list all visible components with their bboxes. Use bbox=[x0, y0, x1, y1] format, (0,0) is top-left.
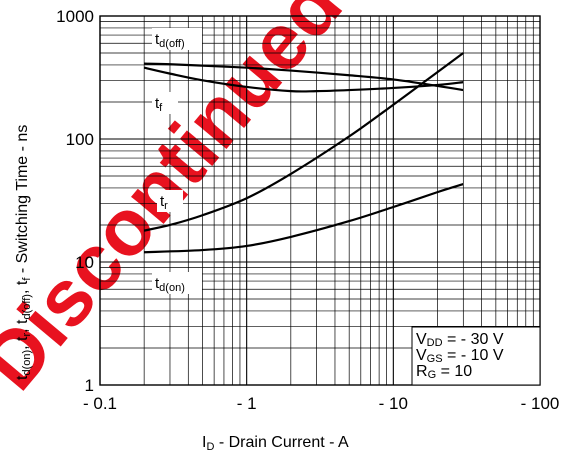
y-tick-label: 10 bbox=[75, 253, 94, 272]
series-label: tf bbox=[155, 95, 163, 114]
x-tick-label: - 0.1 bbox=[83, 394, 117, 413]
series-label: td(on) bbox=[155, 275, 185, 294]
x-tick-label: - 10 bbox=[379, 394, 408, 413]
series-label: tr bbox=[160, 193, 168, 212]
tick-labels: - 0.1 - 1 - 10 - 100 1 10 100 1000 bbox=[56, 7, 559, 413]
series-line-tr bbox=[143, 52, 464, 232]
plot-frame bbox=[99, 15, 541, 386]
series-label: td(off) bbox=[155, 31, 185, 50]
condition-row: VDD = - 30 V bbox=[416, 331, 504, 349]
series-label-bg bbox=[152, 272, 202, 294]
x-axis-title: ID - Drain Current - A bbox=[202, 434, 349, 453]
y-tick-label: 1000 bbox=[56, 7, 94, 26]
series-label-bg bbox=[152, 92, 178, 114]
series-label-bg bbox=[152, 28, 202, 50]
x-tick-label: - 100 bbox=[521, 394, 560, 413]
y-tick-label: 100 bbox=[66, 130, 94, 149]
y-tick-label: 1 bbox=[85, 376, 94, 395]
conditions-box bbox=[411, 326, 541, 386]
series-line-td(on) bbox=[144, 183, 464, 254]
x-tick-label: - 1 bbox=[237, 394, 257, 413]
series-line-td(off) bbox=[144, 62, 464, 92]
condition-row: VGS = - 10 V bbox=[416, 347, 504, 365]
condition-row: RG = 10 bbox=[416, 363, 472, 381]
curve-labels: td(off) tf tr td(on) bbox=[152, 28, 202, 294]
y-axis-title: td(on), tr, td(off), tf - Switching Time… bbox=[14, 125, 33, 380]
curves bbox=[143, 52, 464, 254]
series-label-bg bbox=[157, 190, 183, 212]
